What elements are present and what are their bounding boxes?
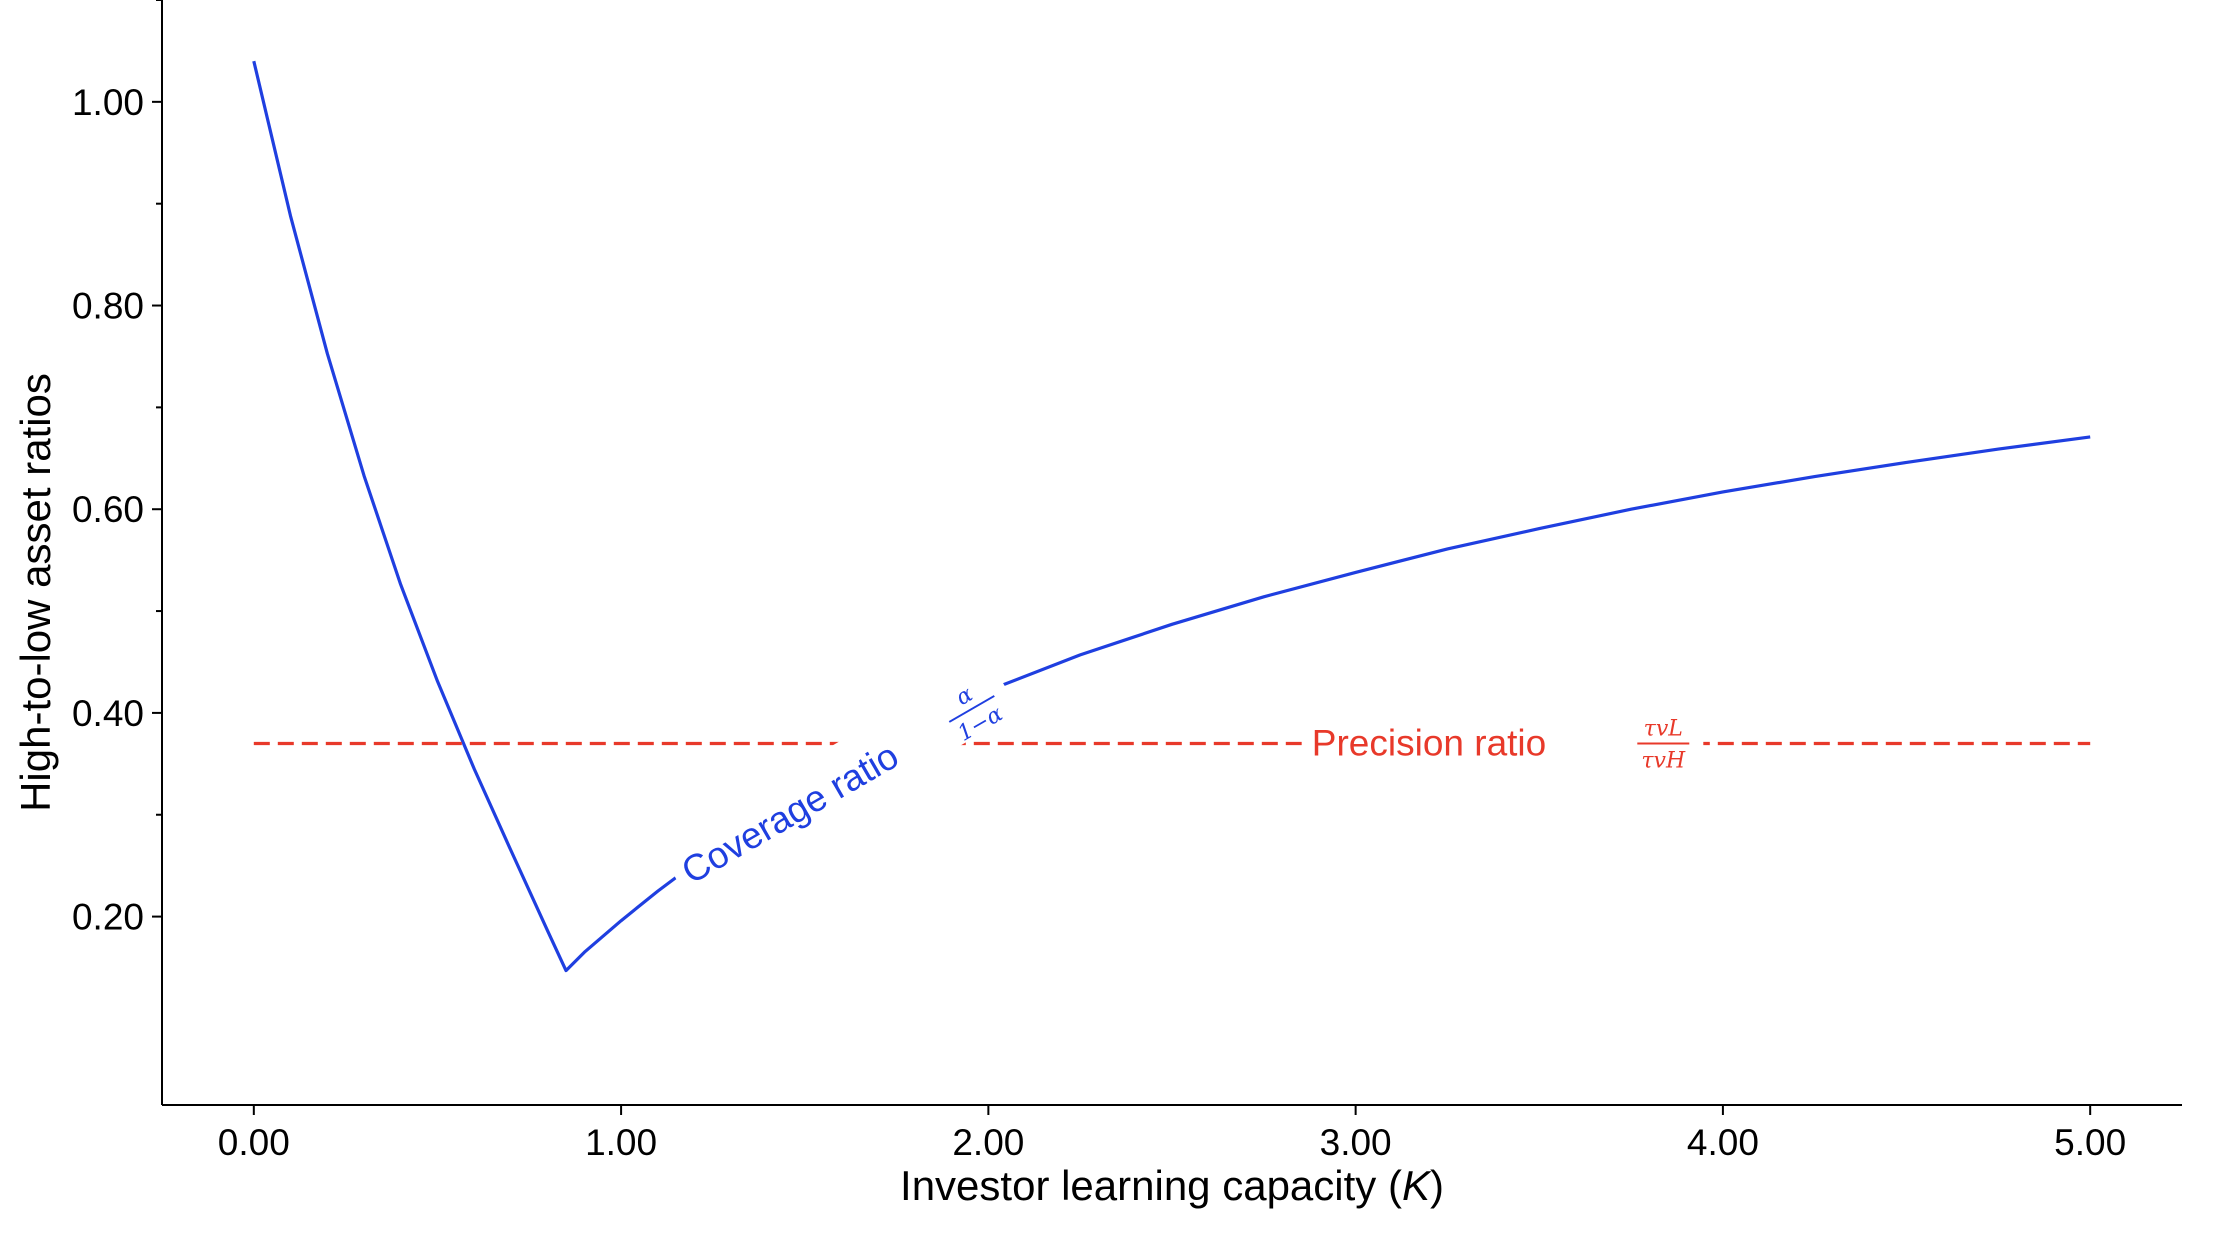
y-tick-label: 0.80	[72, 286, 144, 327]
series-layer	[252, 60, 2091, 973]
x-tick-label: 0.00	[218, 1122, 290, 1163]
x-tick-label: 3.00	[1320, 1122, 1392, 1163]
y-tick-label: 0.60	[72, 489, 144, 530]
x-tick-label: 2.00	[952, 1122, 1024, 1163]
y-tick-label: 1.00	[72, 82, 144, 123]
precision-ratio-label-text: Precision ratio	[1312, 722, 1546, 763]
x-tick-label: 1.00	[585, 1122, 657, 1163]
precision-ratio-label-bg	[1301, 705, 1704, 770]
x-axis-title: Investor learning capacity (K)	[900, 1162, 1444, 1209]
x-tick-label: 4.00	[1687, 1122, 1759, 1163]
x-tick-label: 5.00	[2054, 1122, 2126, 1163]
coverage-ratio-label-bg	[657, 656, 1020, 902]
y-axis-title: High-to-low asset ratios	[12, 373, 59, 812]
axes: 0.00 1.00 2.00 3.00 4.00 5.00 0.20 0.40 0.60 0.80…	[12, 0, 2182, 1209]
precision-ratio-label-frac-den: τvH	[1641, 748, 1686, 773]
precision-ratio-label: Precision ratio τvL τvH	[1301, 705, 1704, 773]
y-tick-label: 0.40	[72, 693, 144, 734]
precision-ratio-label-frac-num: τvL	[1644, 716, 1683, 741]
coverage-ratio-label-text: Coverage ratio	[675, 735, 906, 892]
y-tick-label: 0.20	[72, 897, 144, 938]
series-line-coverage	[252, 60, 2091, 973]
coverage-ratio-label-frac-bar	[948, 695, 995, 723]
